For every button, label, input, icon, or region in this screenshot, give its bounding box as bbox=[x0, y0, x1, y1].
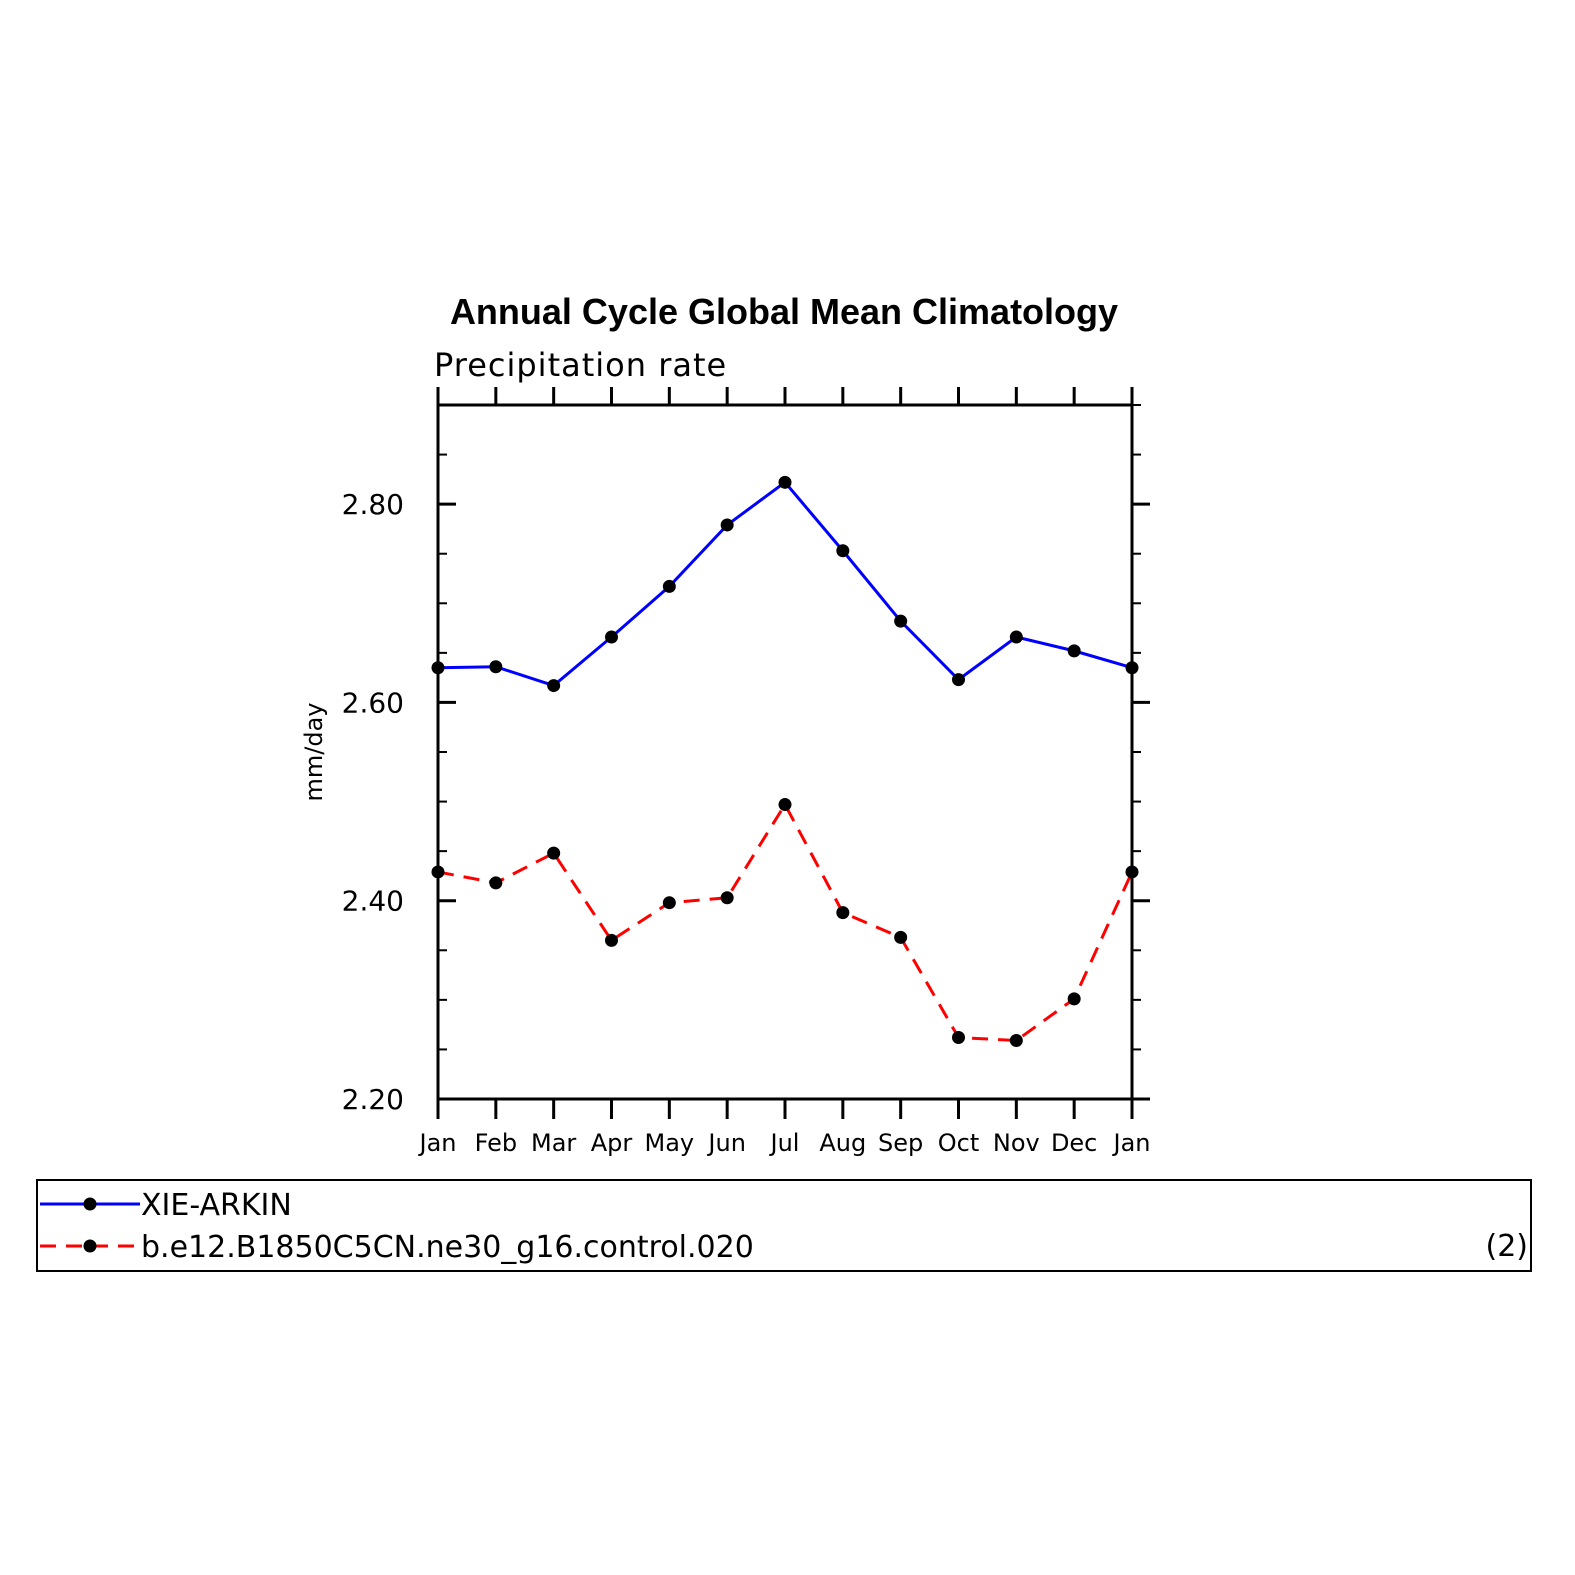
legend-label: XIE-ARKIN bbox=[141, 1188, 292, 1223]
x-tick-label: Oct bbox=[938, 1129, 980, 1157]
data-point bbox=[605, 933, 618, 947]
x-tick-label: Jul bbox=[769, 1129, 800, 1157]
data-point bbox=[547, 846, 561, 860]
data-point bbox=[720, 518, 734, 532]
data-point bbox=[662, 579, 676, 593]
chart-title: Annual Cycle Global Mean Climatology bbox=[450, 291, 1118, 332]
tick-labels: 2.20 2.40 2.60 2.80 Jan Feb Mar Apr May Jun Jul Aug… bbox=[342, 488, 1151, 1157]
x-tick-label: Nov bbox=[993, 1129, 1040, 1157]
data-point bbox=[1067, 992, 1081, 1006]
data-point bbox=[894, 614, 908, 628]
data-point bbox=[952, 673, 965, 687]
data-point bbox=[720, 891, 734, 905]
x-tick-label: Sep bbox=[878, 1129, 923, 1157]
legend-marker bbox=[83, 1197, 97, 1211]
data-point bbox=[489, 660, 503, 674]
plot-frame bbox=[436, 403, 1134, 1101]
data-point bbox=[778, 798, 792, 812]
data-point bbox=[952, 1031, 965, 1045]
x-tick-label: Jun bbox=[706, 1129, 746, 1157]
x-tick-label: Aug bbox=[819, 1129, 866, 1157]
data-point bbox=[605, 630, 618, 644]
x-tick-label: Feb bbox=[475, 1129, 518, 1157]
data-point bbox=[489, 876, 503, 890]
data-point bbox=[778, 475, 792, 489]
axis-ticks bbox=[436, 387, 1150, 1119]
y-tick-label: 2.20 bbox=[342, 1083, 404, 1116]
x-tick-label: Dec bbox=[1051, 1129, 1097, 1157]
data-point bbox=[836, 906, 850, 920]
legend-box bbox=[36, 1179, 1532, 1272]
y-tick-label: 2.40 bbox=[342, 885, 404, 918]
series-line-0 bbox=[437, 480, 1133, 688]
series-layer bbox=[431, 475, 1139, 1048]
y-axis-label: mm/day bbox=[300, 703, 328, 802]
x-tick-label: Jan bbox=[418, 1129, 457, 1157]
legend-label: b.e12.B1850C5CN.ne30_g16.control.020 bbox=[141, 1230, 754, 1265]
series-line-1 bbox=[437, 801, 1134, 1043]
x-tick-label: Jan bbox=[1112, 1129, 1151, 1157]
x-tick-label: May bbox=[645, 1129, 695, 1157]
legend-marker bbox=[83, 1239, 97, 1253]
x-tick-label: Mar bbox=[531, 1129, 576, 1157]
data-point bbox=[1067, 644, 1081, 658]
legend: XIE-ARKIN b.e12.B1850C5CN.ne30_g16.contro… bbox=[40, 1188, 754, 1265]
data-point bbox=[836, 544, 850, 558]
y-tick-label: 2.80 bbox=[342, 488, 404, 521]
chart-subtitle: Precipitation rate bbox=[434, 346, 727, 384]
x-tick-label: Apr bbox=[591, 1129, 633, 1157]
y-tick-label: 2.60 bbox=[342, 686, 404, 719]
data-point bbox=[1009, 1034, 1023, 1048]
data-point bbox=[1009, 630, 1023, 644]
data-point bbox=[662, 896, 676, 910]
data-point bbox=[547, 679, 561, 693]
legend-note: (2) bbox=[1486, 1229, 1529, 1264]
data-point bbox=[894, 930, 908, 944]
